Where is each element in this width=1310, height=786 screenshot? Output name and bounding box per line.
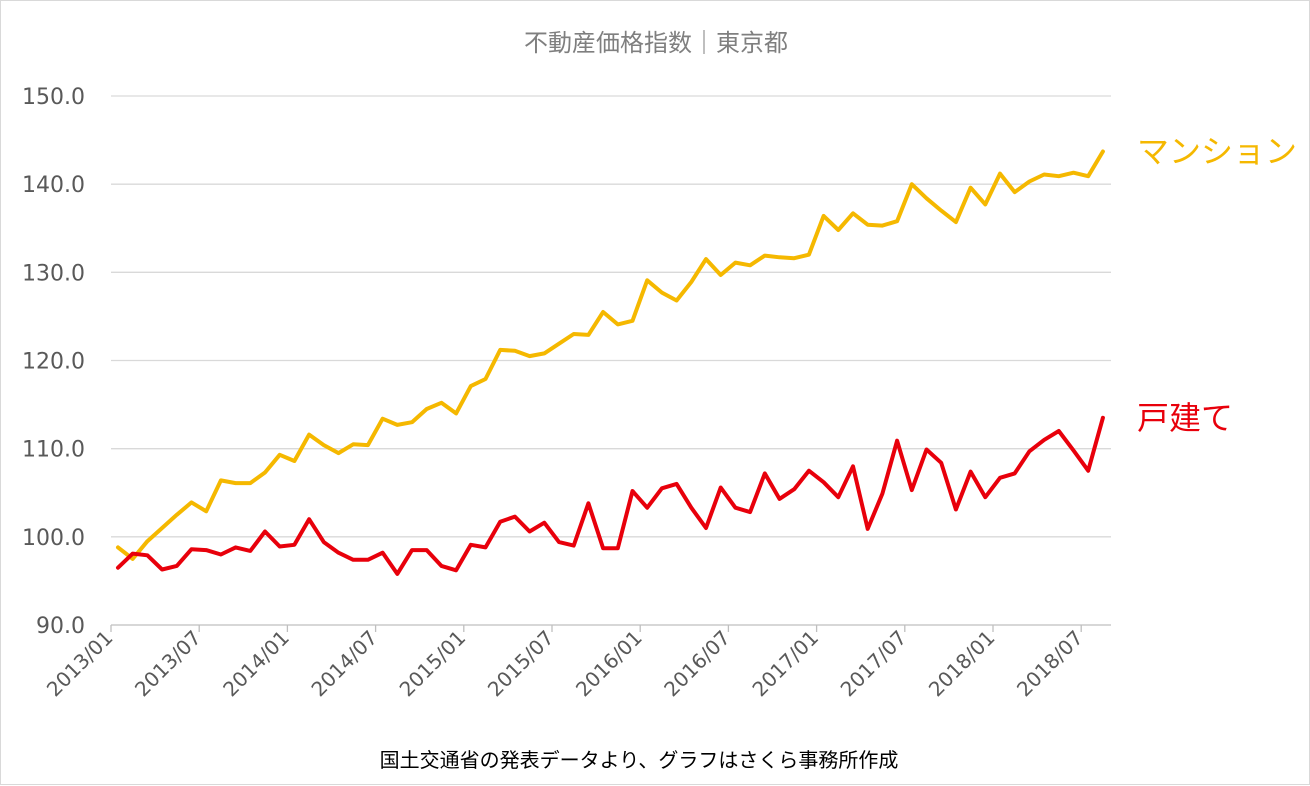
grid-lines (111, 95, 1111, 538)
x-tick-label: 2017/07 (836, 626, 912, 702)
x-tick-label: 2013/07 (130, 626, 206, 702)
x-tick-label: 2018/07 (1012, 626, 1088, 702)
y-tick-label: 90.0 (36, 614, 85, 639)
source-note: 国土交通省の発表データより、グラフはさくら事務所作成 (380, 748, 899, 772)
x-tick-label: 2014/01 (218, 626, 294, 702)
x-axis (110, 624, 1111, 632)
x-tick-label: 2016/01 (571, 626, 647, 702)
y-tick-label: 140.0 (22, 173, 85, 198)
series-line-detached-house (116, 415, 1105, 576)
y-tick-label: 120.0 (22, 350, 85, 375)
x-tick-label: 2016/07 (659, 626, 735, 702)
series-lines (116, 149, 1105, 576)
x-tick-label: 2018/01 (924, 626, 1000, 702)
y-axis-tick-labels: 150.0 140.0 130.0 120.0 110.0 100.0 90.0 (22, 85, 85, 639)
x-axis-tick-labels: 2013/01 2013/07 2014/01 2014/07 2015/01 2015/… (42, 626, 1088, 702)
x-tick-label: 2015/01 (395, 626, 471, 702)
x-tick-label: 2015/07 (483, 626, 559, 702)
y-tick-label: 150.0 (22, 85, 85, 110)
series-label-detached-house: 戸建て (1137, 399, 1233, 437)
y-tick-label: 110.0 (22, 438, 85, 463)
y-tick-label: 130.0 (22, 261, 85, 286)
x-tick-label: 2014/07 (306, 626, 382, 702)
series-label-mansion: マンション (1137, 133, 1297, 171)
y-tick-label: 100.0 (22, 526, 85, 551)
series-line-mansion (116, 149, 1105, 561)
x-tick-label: 2017/01 (747, 626, 823, 702)
chart-title: 不動産価格指数｜東京都 (524, 29, 788, 57)
